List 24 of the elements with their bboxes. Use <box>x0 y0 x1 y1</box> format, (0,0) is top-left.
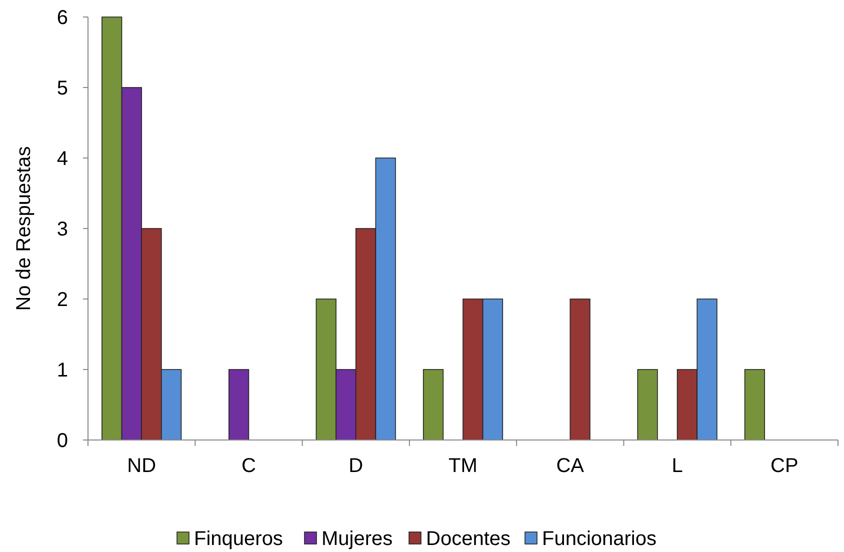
y-tick-label: 1 <box>56 360 68 382</box>
x-tick-label: D <box>348 455 364 477</box>
y-tick-label: 3 <box>56 218 68 240</box>
x-tick-label: CP <box>770 455 798 477</box>
y-tick-label: 0 <box>56 430 68 452</box>
legend-label: Mujeres <box>322 528 393 550</box>
legend-label: Funcionarios <box>542 528 657 550</box>
y-tick-label: 5 <box>56 78 68 100</box>
bar <box>570 298 590 440</box>
x-tick-label: L <box>672 455 683 477</box>
bar <box>422 369 444 440</box>
bar <box>744 369 766 440</box>
legend-label: Docentes <box>426 528 510 550</box>
bar <box>637 369 658 440</box>
x-tick-label: TM <box>448 455 478 477</box>
x-tick-label: ND <box>127 455 156 477</box>
x-tick-label: CA <box>556 455 585 477</box>
y-tick-label: 4 <box>56 148 68 170</box>
bar <box>228 369 250 440</box>
y-axis-title: No de Respuestas <box>13 146 35 311</box>
legend-label: Finqueros <box>194 528 283 550</box>
x-tick-label: C <box>241 455 256 477</box>
y-tick-label: 6 <box>56 7 68 29</box>
y-tick-label: 2 <box>56 289 68 311</box>
